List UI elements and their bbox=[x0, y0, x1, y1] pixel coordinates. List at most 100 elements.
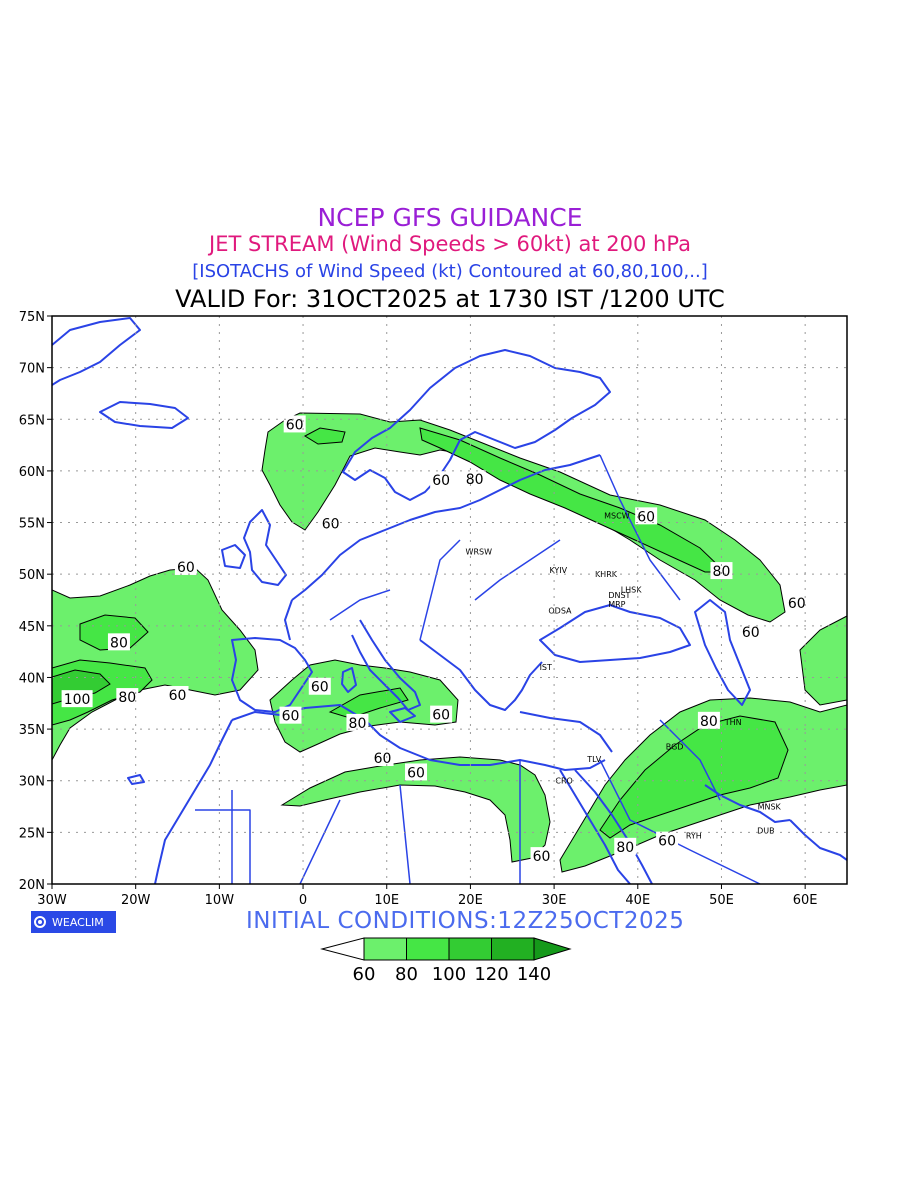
contour-label: 60 bbox=[311, 680, 329, 696]
coast-black-sea bbox=[539, 604, 691, 663]
contour-label-bg bbox=[405, 763, 428, 781]
lon-tick-label: 0 bbox=[299, 893, 307, 908]
lat-tick-label: 60N bbox=[19, 465, 45, 480]
contour-label-bg bbox=[614, 837, 637, 855]
contour-label: 60 bbox=[322, 517, 340, 533]
lon-tick-label: 10E bbox=[374, 893, 399, 908]
legend-label: 80 bbox=[395, 964, 418, 985]
contour-label-bg bbox=[785, 594, 808, 612]
logo-icon bbox=[34, 916, 46, 928]
coast-iberia bbox=[231, 637, 313, 713]
coast-arabia-east bbox=[789, 819, 847, 861]
coast-sardinia bbox=[341, 667, 357, 693]
contour-label-bg bbox=[61, 690, 93, 708]
contour-label-bg bbox=[308, 677, 331, 695]
lat-tick-label: 45N bbox=[19, 620, 45, 635]
contour-labels: 60 60 60 80 60 80 60 60 60 80 100 80 60 60 60 80 60 60 60 6… bbox=[61, 415, 808, 865]
contour-label: 60 bbox=[658, 834, 676, 850]
contour-label: 60 bbox=[432, 473, 450, 489]
contour-label-bg bbox=[116, 688, 139, 706]
lat-tick-label: 20N bbox=[19, 878, 45, 893]
legend-swatch bbox=[363, 937, 407, 961]
lat-tick-label: 65N bbox=[19, 413, 45, 428]
city-label: IST bbox=[540, 663, 552, 672]
valid-time-title: VALID For: 31OCT2025 at 1730 IST /1200 U… bbox=[175, 285, 725, 313]
lat-tick-label: 30N bbox=[19, 775, 45, 790]
contour-label-bg bbox=[279, 706, 302, 724]
jet-region-80 bbox=[79, 614, 149, 651]
title-line3: [ISOTACHS of Wind Speed (kt) Contoured a… bbox=[192, 261, 708, 282]
contour-label: 60 bbox=[282, 709, 300, 725]
legend-label: 100 bbox=[432, 964, 466, 985]
lat-tick-label: 55N bbox=[19, 517, 45, 532]
coast-europe-north bbox=[291, 454, 601, 601]
title-line2: JET STREAM (Wind Speeds > 60kt) at 200 h… bbox=[209, 232, 691, 256]
contour-label: 80 bbox=[118, 690, 136, 706]
map-frame bbox=[51, 315, 848, 885]
contour-label-bg bbox=[463, 470, 486, 488]
coast-greenland bbox=[52, 317, 141, 386]
borders bbox=[195, 454, 761, 884]
coast-italy bbox=[351, 619, 421, 711]
map-grid bbox=[52, 316, 847, 884]
jet-region-60 bbox=[799, 615, 847, 706]
contour-label: 60 bbox=[177, 560, 195, 576]
coast-canaries bbox=[127, 774, 145, 785]
city-label: MNSK bbox=[758, 803, 782, 812]
coastlines bbox=[52, 317, 847, 884]
legend-over-triangle bbox=[533, 937, 572, 961]
lon-tick-label: 30W bbox=[37, 893, 67, 908]
contour-label-bg bbox=[530, 847, 553, 865]
lat-tick-labels: 20N 25N 30N 35N 40N 45N 50N 55N 60N 65N 70N 75N bbox=[19, 310, 52, 893]
color-legend: 60 80 100 120 140 bbox=[320, 937, 572, 985]
contour-label: 80 bbox=[110, 635, 128, 651]
legend-label: 140 bbox=[517, 964, 551, 985]
city-label: KYIV bbox=[549, 566, 567, 575]
contour-label: 60 bbox=[637, 509, 655, 525]
lon-tick-label: 50E bbox=[709, 893, 734, 908]
legend-swatch bbox=[491, 937, 535, 961]
lat-tick-label: 35N bbox=[19, 723, 45, 738]
lon-tick-label: 30E bbox=[542, 893, 567, 908]
contour-label-bg bbox=[371, 749, 394, 767]
city-label: DNST bbox=[608, 591, 630, 600]
coast-west-africa bbox=[154, 719, 233, 884]
city-label: MRP bbox=[608, 600, 625, 609]
contour-label-bg bbox=[107, 633, 130, 651]
lat-tick-label: 50N bbox=[19, 568, 45, 583]
legend-label: 120 bbox=[474, 964, 508, 985]
coast-britain bbox=[243, 509, 287, 586]
city-label: ODSA bbox=[548, 606, 572, 615]
jet-region-80 bbox=[419, 427, 727, 573]
contour-label-bg bbox=[697, 711, 720, 729]
city-label: MSCW bbox=[604, 511, 630, 520]
lat-tick-label: 40N bbox=[19, 671, 45, 686]
city-label: DUB bbox=[757, 826, 775, 835]
coast-sicily bbox=[389, 707, 416, 723]
lon-tick-label: 20E bbox=[458, 893, 483, 908]
contour-label-bg bbox=[656, 831, 679, 849]
contour-label-bg bbox=[166, 686, 189, 704]
legend-swatch bbox=[448, 937, 492, 961]
city-label: LHSK bbox=[621, 586, 643, 595]
city-label: TLV bbox=[586, 755, 601, 764]
lat-tick-label: 25N bbox=[19, 826, 45, 841]
contour-label-bg bbox=[739, 623, 762, 641]
city-label: BGD bbox=[666, 743, 684, 752]
legend-under-triangle bbox=[320, 937, 365, 961]
contour-label-bg bbox=[346, 713, 369, 731]
contour-label: 60 bbox=[533, 849, 551, 865]
contour-label-bg bbox=[319, 514, 342, 532]
coast-ireland bbox=[221, 544, 246, 569]
lon-tick-label: 20W bbox=[121, 893, 151, 908]
city-label: WRSW bbox=[466, 547, 493, 556]
contour-label: 60 bbox=[374, 751, 392, 767]
contour-label: 80 bbox=[349, 716, 367, 732]
contour-label: 60 bbox=[169, 688, 187, 704]
contour-label: 60 bbox=[432, 708, 450, 724]
contour-label: 60 bbox=[788, 596, 806, 612]
coast-red-sea bbox=[574, 769, 653, 884]
contour-label: 60 bbox=[286, 417, 304, 433]
